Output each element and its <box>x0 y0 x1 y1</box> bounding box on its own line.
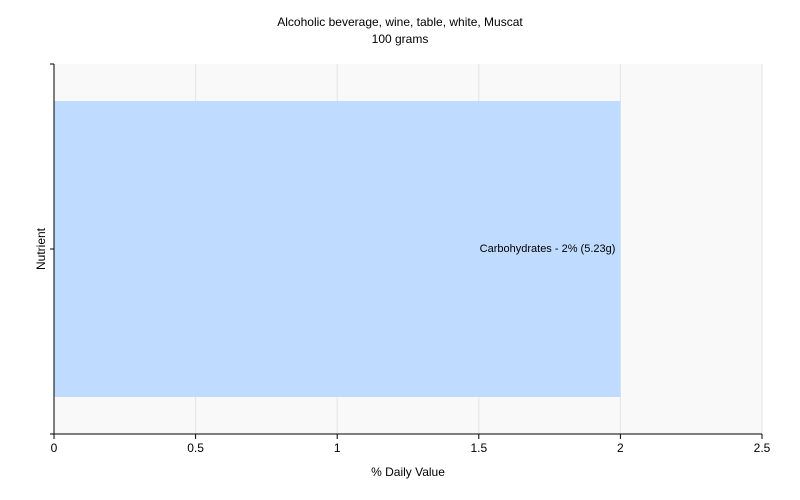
x-tick-label: 2.5 <box>754 441 771 455</box>
x-tick-label: 2 <box>617 441 624 455</box>
value-label: Carbohydrates - 2% (5.23g) <box>480 243 616 255</box>
x-axis-label: % Daily Value <box>371 465 445 479</box>
x-tick-label: 0 <box>51 441 58 455</box>
chart-subtitle: 100 grams <box>372 32 429 46</box>
y-axis-label: Nutrient <box>34 227 48 270</box>
x-tick-label: 0.5 <box>187 441 204 455</box>
bar <box>54 101 621 397</box>
chart-title: Alcoholic beverage, wine, table, white, … <box>277 15 523 29</box>
x-tick-label: 1 <box>334 441 341 455</box>
x-tick-label: 1.5 <box>470 441 487 455</box>
